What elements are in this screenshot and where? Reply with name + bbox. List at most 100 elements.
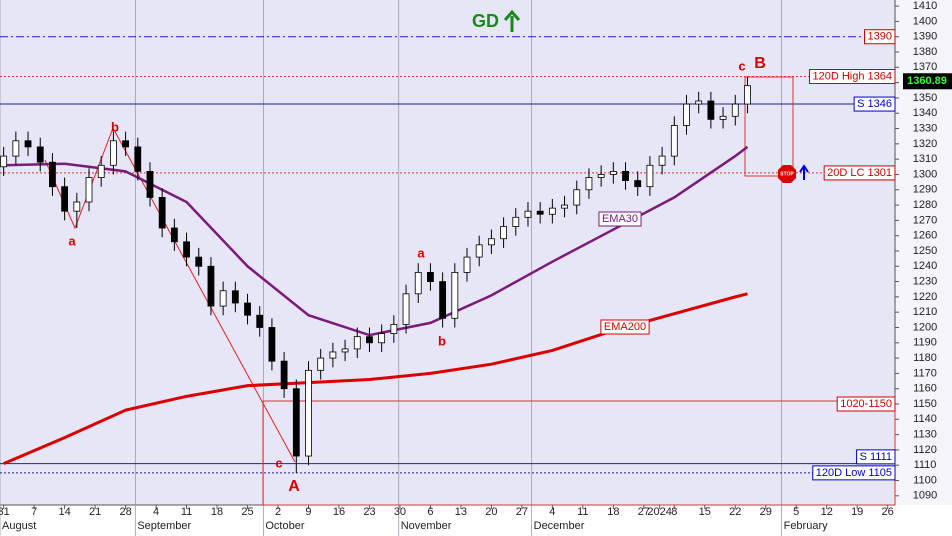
level-label-box bbox=[853, 96, 896, 112]
level-label: 1020-1150 bbox=[840, 398, 892, 410]
candle-body bbox=[427, 271, 434, 282]
candle-body bbox=[378, 333, 386, 344]
x-tick-label: 22 bbox=[729, 506, 741, 518]
y-tick-label: 1330 bbox=[913, 122, 937, 134]
y-tick-label: 1170 bbox=[913, 367, 937, 379]
wave-label: b bbox=[438, 333, 446, 348]
x-tick-label: 29 bbox=[760, 506, 772, 518]
candle-body bbox=[256, 314, 264, 328]
level-label: 120D High 1364 bbox=[812, 70, 892, 82]
month-label: December bbox=[534, 520, 585, 532]
candle-body bbox=[134, 146, 142, 172]
candle-body bbox=[109, 140, 117, 166]
candle-body bbox=[73, 201, 81, 212]
y-tick-label: 1310 bbox=[913, 153, 937, 165]
candle-body bbox=[329, 351, 337, 359]
x-tick-label: 18 bbox=[607, 506, 619, 518]
y-tick-label: 1260 bbox=[913, 230, 937, 242]
candle-body bbox=[390, 324, 398, 335]
candle-body bbox=[85, 177, 93, 203]
candle-body bbox=[561, 204, 568, 209]
candle-body bbox=[573, 189, 581, 206]
candle-body bbox=[305, 369, 312, 457]
candle-body bbox=[402, 293, 410, 325]
x-tick-label: 4 bbox=[153, 506, 159, 518]
candle-body bbox=[622, 170, 629, 181]
level-label-box bbox=[864, 29, 896, 45]
range-box bbox=[744, 76, 794, 177]
x-tick-label: 31 bbox=[0, 506, 10, 518]
candle-body bbox=[0, 155, 8, 168]
y-tick-label: 1150 bbox=[913, 398, 937, 410]
candle-body bbox=[487, 238, 495, 246]
candle-body bbox=[707, 100, 715, 120]
stop-icon bbox=[778, 165, 796, 183]
candle-body bbox=[231, 290, 239, 304]
candle-body bbox=[475, 244, 483, 258]
y-tick-label: 1300 bbox=[913, 168, 937, 180]
candle-body bbox=[97, 164, 105, 178]
indicator-line bbox=[3, 145, 749, 337]
y-tick-label: 1280 bbox=[913, 199, 937, 211]
candle-body bbox=[719, 115, 727, 120]
y-tick-label: 1220 bbox=[913, 291, 937, 303]
candle-body bbox=[317, 357, 325, 371]
y-tick-label: 1380 bbox=[913, 46, 937, 58]
candle-body bbox=[366, 336, 373, 344]
stop-text: STOP bbox=[780, 171, 794, 177]
y-tick-label: 1190 bbox=[913, 337, 937, 349]
x-tick-label: 12 bbox=[821, 506, 833, 518]
wave-label: c bbox=[275, 455, 282, 470]
x-tick-label: 6 bbox=[427, 506, 433, 518]
x-tick-label: 23 bbox=[363, 506, 375, 518]
y-tick-label: 1140 bbox=[913, 413, 937, 425]
x-tick-label: 7 bbox=[31, 506, 37, 518]
candle-body bbox=[183, 241, 190, 258]
y-tick-label: 1400 bbox=[913, 15, 937, 27]
candle-body bbox=[536, 210, 544, 215]
y-tick-label: 1200 bbox=[913, 321, 937, 333]
candle-body bbox=[597, 174, 605, 178]
x-tick-label: 15 bbox=[699, 506, 711, 518]
candle-body bbox=[439, 281, 447, 319]
y-tick-label: 1110 bbox=[914, 459, 937, 471]
level-label: S 1111 bbox=[860, 451, 892, 463]
candle-body bbox=[500, 226, 507, 240]
candle-body bbox=[683, 103, 690, 126]
level-label-box bbox=[812, 465, 896, 481]
y-tick-label: 1230 bbox=[913, 275, 937, 287]
x-tick-label: 4 bbox=[549, 506, 555, 518]
y-tick-label: 1410 bbox=[913, 0, 937, 12]
y-tick-label: 1120 bbox=[913, 444, 937, 456]
level-label: 120D Low 1105 bbox=[816, 467, 892, 479]
candle-body bbox=[353, 336, 361, 350]
candle-body bbox=[49, 161, 56, 188]
trend-line bbox=[44, 126, 296, 463]
month-label: February bbox=[784, 520, 829, 532]
candle-body bbox=[341, 348, 349, 353]
signal-arrow bbox=[503, 9, 521, 32]
y-tick-label: 1350 bbox=[913, 92, 937, 104]
level-label: 1390 bbox=[868, 31, 892, 43]
x-tick-label: 8 bbox=[671, 506, 677, 518]
wave-label: b bbox=[111, 119, 119, 134]
indicator-label: EMA30 bbox=[602, 213, 638, 225]
y-tick-label: 1240 bbox=[913, 260, 937, 272]
candle-body bbox=[24, 140, 32, 148]
level-label-box bbox=[836, 396, 896, 412]
candle-body bbox=[524, 210, 532, 218]
y-tick-label: 1160 bbox=[913, 383, 937, 395]
candle-body bbox=[634, 180, 642, 188]
candle-body bbox=[695, 100, 703, 105]
x-tick-label: 28 bbox=[119, 506, 131, 518]
candle-body bbox=[744, 85, 751, 105]
wave-label: B bbox=[754, 55, 766, 72]
x-tick-label: 16 bbox=[333, 506, 345, 518]
plot-area bbox=[0, 0, 895, 505]
signal-label: GD bbox=[472, 11, 499, 31]
candle-body bbox=[609, 170, 617, 175]
last-price-label: 1360.89 bbox=[907, 75, 947, 87]
x-tick-label: 19 bbox=[851, 506, 863, 518]
candle-body bbox=[244, 302, 251, 316]
x-tick-label: 27 bbox=[638, 506, 650, 518]
